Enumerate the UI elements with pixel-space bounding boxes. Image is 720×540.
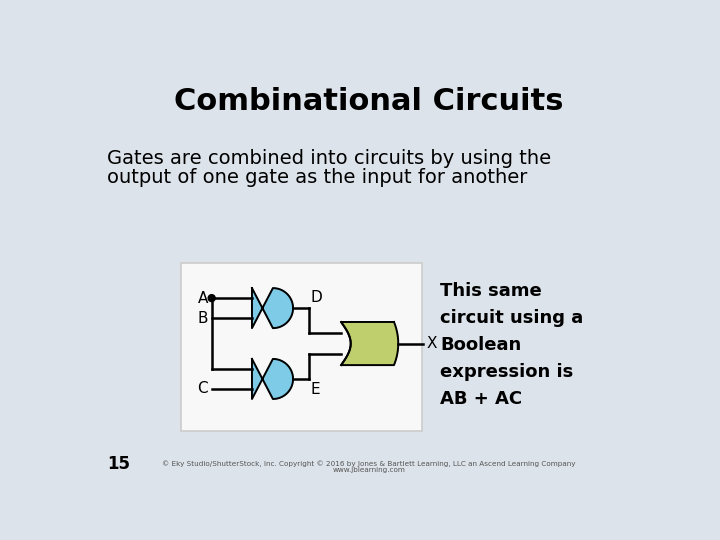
Text: C: C <box>197 381 208 396</box>
Polygon shape <box>252 288 293 328</box>
Text: B: B <box>197 310 208 326</box>
Text: X: X <box>426 336 436 351</box>
Text: www.jblearning.com: www.jblearning.com <box>333 467 405 473</box>
FancyBboxPatch shape <box>181 264 422 431</box>
Text: E: E <box>310 382 320 397</box>
Text: output of one gate as the input for another: output of one gate as the input for anot… <box>107 168 528 187</box>
Polygon shape <box>252 359 293 399</box>
Text: D: D <box>310 290 322 305</box>
Circle shape <box>208 295 215 301</box>
Text: A: A <box>197 291 208 306</box>
Text: Combinational Circuits: Combinational Circuits <box>174 87 564 116</box>
Text: Gates are combined into circuits by using the: Gates are combined into circuits by usin… <box>107 150 552 168</box>
Text: This same
circuit using a
Boolean
expression is
AB + AC: This same circuit using a Boolean expres… <box>441 282 583 408</box>
Text: © Eky Studio/ShutterStock, Inc. Copyright © 2016 by Jones & Bartlett Learning, L: © Eky Studio/ShutterStock, Inc. Copyrigh… <box>162 460 576 467</box>
Text: 15: 15 <box>107 455 130 473</box>
Polygon shape <box>341 322 398 365</box>
